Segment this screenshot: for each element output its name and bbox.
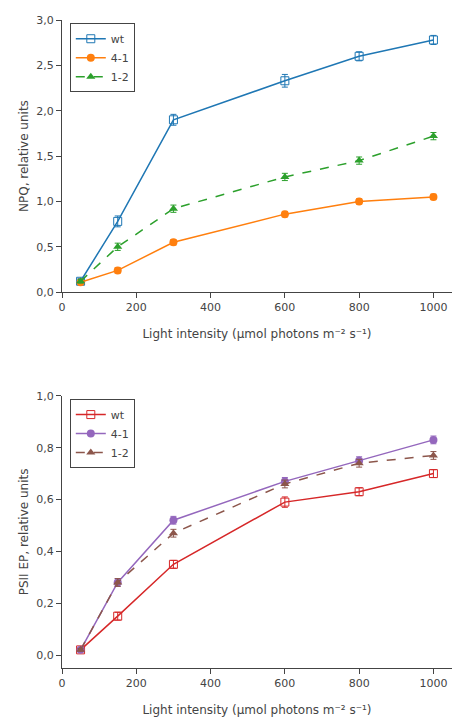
svg-text:400: 400	[200, 301, 221, 314]
svg-text:wt: wt	[111, 409, 125, 422]
svg-text:400: 400	[200, 677, 221, 690]
svg-text:2,5: 2,5	[36, 59, 54, 72]
svg-text:1-2: 1-2	[111, 447, 129, 460]
svg-text:0,0: 0,0	[36, 286, 54, 299]
svg-text:0,6: 0,6	[36, 493, 54, 506]
svg-text:800: 800	[349, 677, 370, 690]
svg-text:1000: 1000	[419, 301, 447, 314]
svg-text:4-1: 4-1	[111, 428, 129, 441]
svg-text:2,0: 2,0	[36, 105, 54, 118]
svg-text:3,0: 3,0	[36, 14, 54, 27]
svg-text:0,4: 0,4	[36, 545, 54, 558]
svg-text:0,5: 0,5	[36, 241, 54, 254]
svg-text:1,0: 1,0	[36, 195, 54, 208]
svg-text:0: 0	[59, 677, 66, 690]
svg-text:600: 600	[274, 677, 295, 690]
svg-text:0: 0	[59, 301, 66, 314]
svg-text:PSII EP, relative units: PSII EP, relative units	[17, 469, 31, 596]
svg-text:NPQ, relative units: NPQ, relative units	[17, 100, 31, 212]
svg-text:0,2: 0,2	[36, 597, 54, 610]
svg-text:600: 600	[274, 301, 295, 314]
svg-text:800: 800	[349, 301, 370, 314]
svg-text:200: 200	[126, 677, 147, 690]
svg-text:1-2: 1-2	[111, 71, 129, 84]
svg-text:0,8: 0,8	[36, 442, 54, 455]
svg-text:wt: wt	[111, 33, 125, 46]
svg-text:1000: 1000	[419, 677, 447, 690]
svg-text:0,0: 0,0	[36, 649, 54, 662]
svg-text:1,5: 1,5	[36, 150, 54, 163]
svg-text:1,0: 1,0	[36, 390, 54, 403]
svg-text:Light intensity (μmol photons: Light intensity (μmol photons m⁻² s⁻¹)	[142, 703, 371, 717]
svg-text:4-1: 4-1	[111, 52, 129, 65]
svg-text:Light intensity (μmol photons: Light intensity (μmol photons m⁻² s⁻¹)	[142, 327, 371, 341]
svg-text:200: 200	[126, 301, 147, 314]
